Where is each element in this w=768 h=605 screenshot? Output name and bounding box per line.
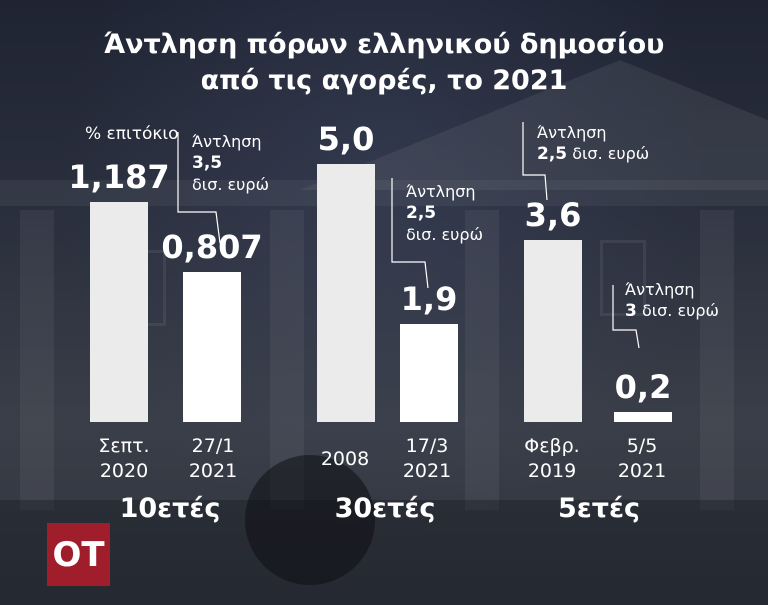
bar-value-label: 1,9	[400, 279, 458, 318]
callout-unit: δισ. ευρώ	[192, 175, 269, 194]
bar	[614, 411, 672, 422]
callout-line-30y	[391, 178, 429, 289]
callout-30y-2021: Άντληση 2,5 δισ. ευρώ	[406, 181, 483, 245]
ot-logo: OT	[47, 523, 110, 586]
callout-unit: δισ. ευρώ	[406, 225, 483, 244]
bar-value-label: 1,187	[68, 158, 170, 196]
group-label-10y: 10ετές	[119, 493, 221, 524]
x-tick-label: 17/3 2021	[402, 435, 452, 482]
bar-value-label: 5,0	[317, 120, 375, 158]
callout-amount: 2,5	[537, 144, 568, 164]
callout-title: Άντληση	[625, 280, 695, 299]
x-tick-label: 2008	[320, 448, 370, 470]
bar-value-label: 0,807	[161, 228, 263, 267]
callout-unit: δισ. ευρώ	[641, 301, 719, 320]
bar	[183, 272, 241, 422]
bar-value-label: 3,6	[524, 196, 582, 234]
unit-label: % επιτόκιο	[85, 124, 179, 144]
callout-10y-2021: Άντληση 3,5 δισ. ευρώ	[192, 131, 269, 195]
callout-line-5y-b	[612, 285, 640, 349]
x-tick-label: Φεβρ. 2019	[524, 435, 580, 482]
callout-unit: δισ. ευρώ	[572, 144, 650, 163]
callout-line-10y	[177, 132, 221, 244]
callout-title: Άντληση	[537, 123, 607, 142]
bar	[317, 164, 375, 422]
callout-amount: 2,5	[406, 203, 437, 223]
callout-5y-2021: Άντληση 3 δισ. ευρώ	[625, 279, 719, 322]
callout-title: Άντληση	[406, 182, 476, 201]
bar-value-label: 0,2	[614, 367, 672, 406]
callout-title: Άντληση	[192, 132, 262, 151]
chart-title-line1: Άντληση πόρων ελληνικού δημοσίου	[103, 29, 665, 60]
x-tick-label: Σεπτ. 2020	[98, 435, 150, 482]
callout-5y-2019: Άντληση 2,5 δισ. ευρώ	[537, 122, 649, 165]
callout-amount: 3,5	[192, 153, 223, 173]
group-label-5y: 5ετές	[557, 493, 641, 524]
bar	[524, 240, 582, 422]
group-label-30y: 30ετές	[334, 493, 436, 524]
callout-amount: 3	[625, 301, 637, 321]
bar	[400, 323, 458, 422]
x-tick-label: 5/5 2021	[617, 435, 667, 482]
x-tick-label: 27/1 2021	[188, 435, 238, 482]
chart-title-line2: από τις αγορές, το 2021	[200, 65, 568, 96]
bar	[90, 202, 148, 422]
callout-line-5y-a	[522, 122, 548, 201]
